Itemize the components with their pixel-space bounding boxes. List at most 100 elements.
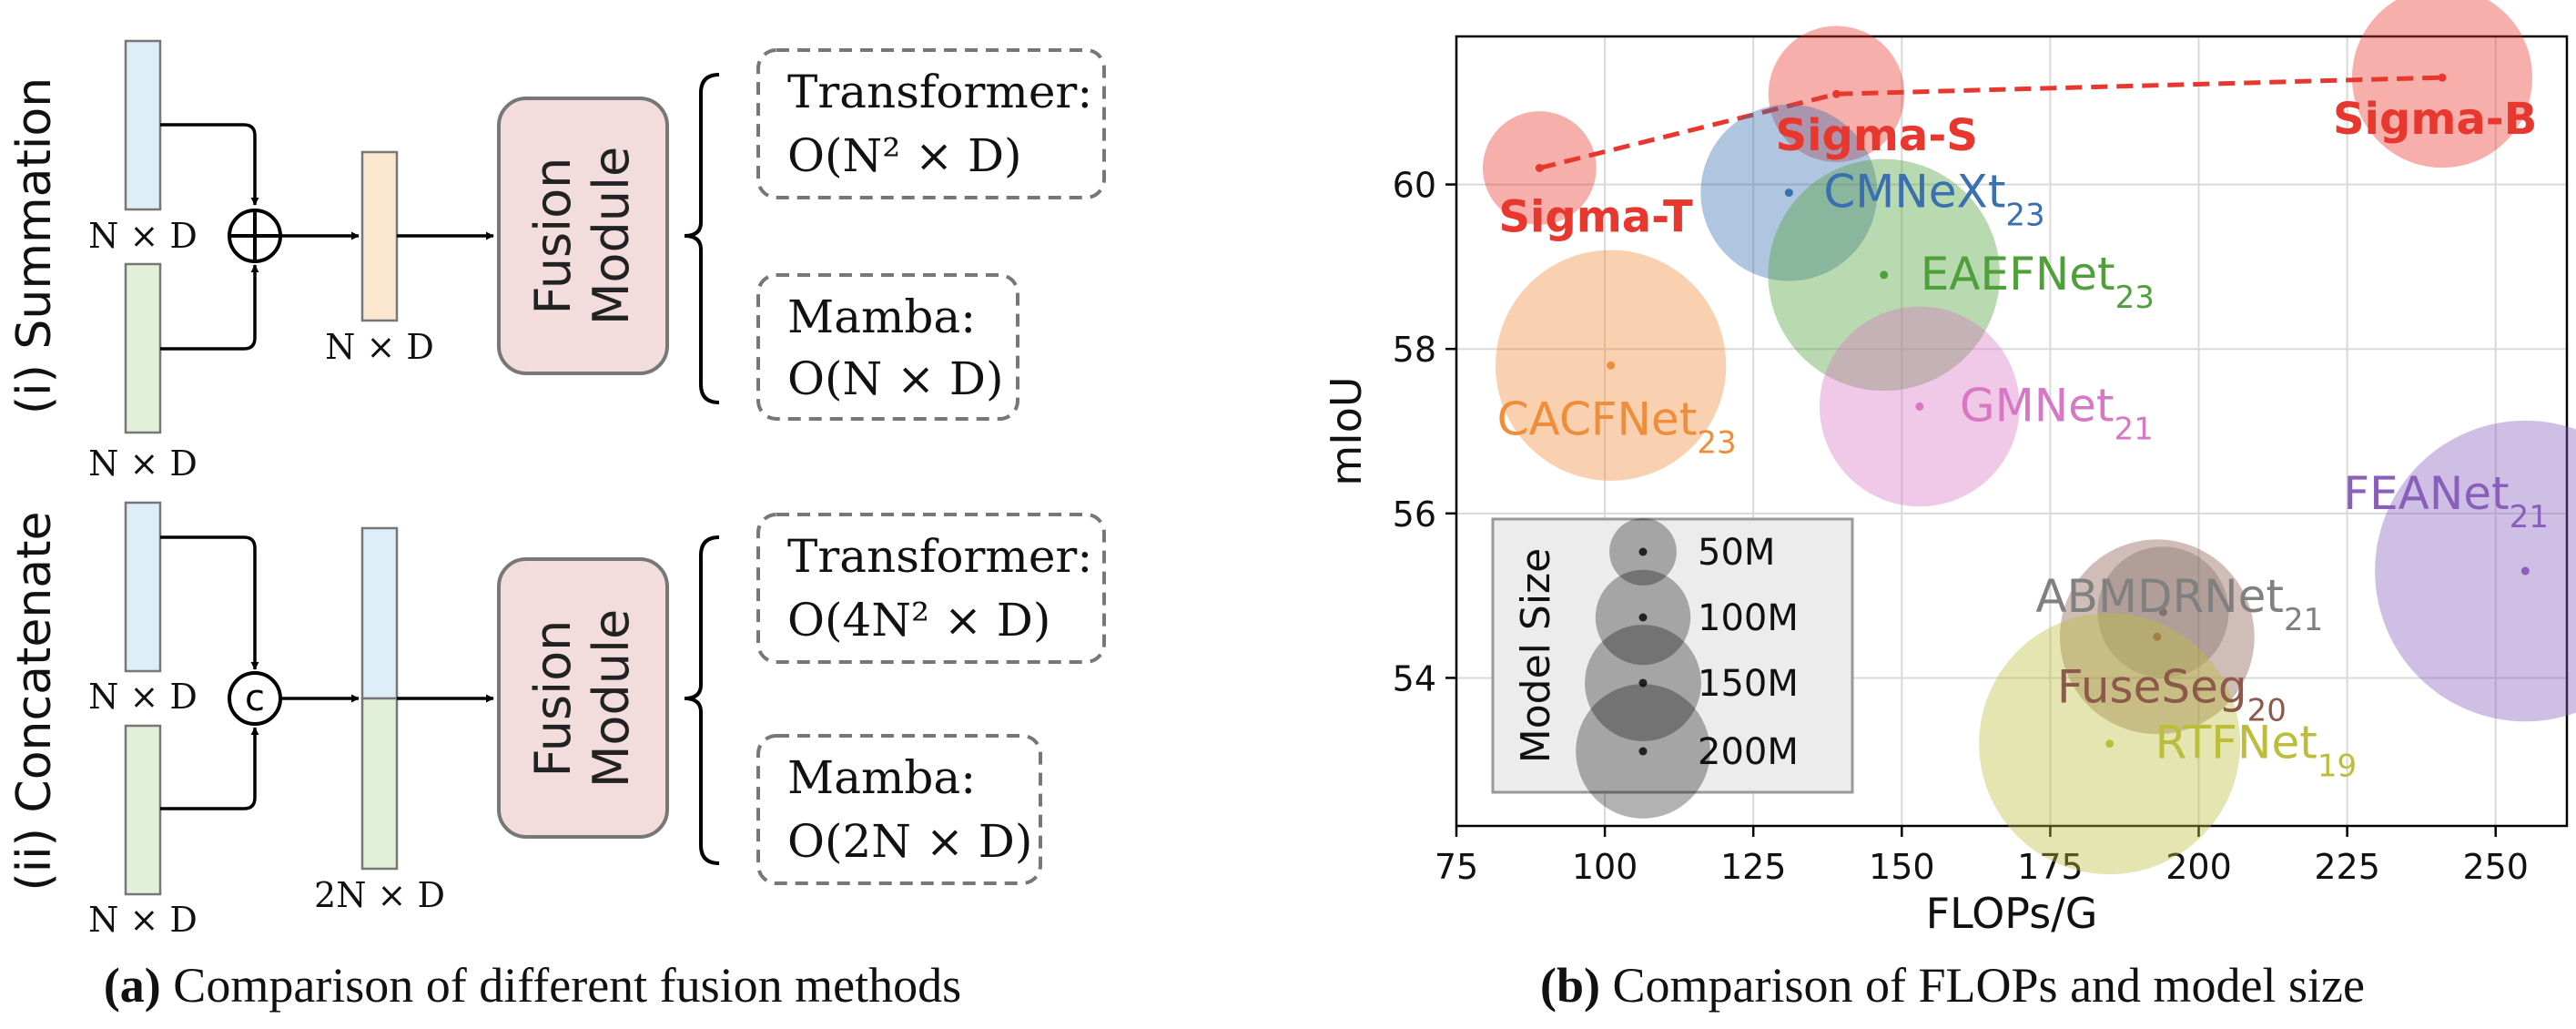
mamba-complexity: O(N × D) xyxy=(787,352,1004,405)
caption-b-label: (b) xyxy=(1540,958,1600,1013)
concat-operator-icon: c xyxy=(228,671,282,726)
fusion-module-line1: Fusion xyxy=(524,158,582,315)
legend: Model Size 50M 100M 150M 200M xyxy=(1491,517,1854,819)
point-label-cmnext: CMNeXt23 xyxy=(1823,166,2044,234)
row-concatenate: (ii) Concatenate N × D N × D c 2N × D Fu… xyxy=(7,501,1106,940)
output-dim: N × D xyxy=(325,327,434,367)
mamba-complexity-box xyxy=(756,273,1019,421)
arrow-top-to-op xyxy=(160,535,259,670)
x-tick-label: 150 xyxy=(1869,847,1935,887)
point-bubble-feanet xyxy=(2375,420,2576,722)
point-center-eaefnet xyxy=(1880,270,1889,280)
point-label-sigma-s: Sigma-S xyxy=(1776,110,1978,161)
x-tick-label: 75 xyxy=(1435,847,1478,887)
transformer-label: Transformer: xyxy=(787,530,1092,583)
point-label-sigma-b: Sigma-B xyxy=(2333,94,2537,145)
fusion-module-box xyxy=(497,97,669,375)
fusion-module-line2: Module xyxy=(583,609,640,788)
point-label-name: Sigma-S xyxy=(1776,110,1978,161)
arrow-top-to-op xyxy=(160,123,259,206)
y-axis-label: mIoU xyxy=(1322,376,1371,485)
mamba-label: Mamba: xyxy=(787,751,976,804)
transformer-complexity-box xyxy=(756,513,1106,664)
input-bottom-dim: N × D xyxy=(88,443,198,484)
point-label-subscript: 23 xyxy=(1697,424,1736,461)
point-label-gmnet: GMNet21 xyxy=(1960,379,2154,447)
point-label-name: CACFNet xyxy=(1497,392,1698,445)
input-feature-top xyxy=(124,501,162,673)
point-label-subscript: 23 xyxy=(2115,280,2155,316)
chart-flops-vs-miou: 75 100 125 150 175 200 225 250 54 56 58 60 Sigma-T S… xyxy=(1322,0,2576,938)
row-summation: (i) Summation N × D N × D N × D Fusion M… xyxy=(7,39,1106,484)
point-center-feanet xyxy=(2520,566,2530,576)
data-points xyxy=(1482,0,2576,875)
fusion-module-box xyxy=(497,557,669,839)
point-center-cacfnet xyxy=(1607,361,1616,370)
point-label-name: FuseSeg xyxy=(2057,660,2247,713)
sigma-trend-line xyxy=(1538,75,2443,170)
point-label-name: GMNet xyxy=(1960,379,2115,432)
point-label-abmdrnet: ABMDRNet21 xyxy=(2035,570,2323,638)
point-label-name: RTFNet xyxy=(2155,717,2317,769)
legend-marker-center xyxy=(1638,678,1648,688)
point-center-rtfnet xyxy=(2105,739,2115,749)
y-tick-label: 58 xyxy=(1393,330,1436,370)
y-tick-label: 54 xyxy=(1393,658,1436,698)
transformer-complexity: O(N² × D) xyxy=(787,129,1022,182)
point-label-subscript: 20 xyxy=(2247,692,2287,728)
x-tick-label: 200 xyxy=(2165,847,2232,887)
point-label-name: Sigma-T xyxy=(1498,192,1693,243)
panel-a: (i) Summation N × D N × D N × D Fusion M… xyxy=(7,39,1106,1013)
caption-b: (b) Comparison of FLOPs and model size xyxy=(1540,958,2365,1013)
x-tick-label: 175 xyxy=(2017,847,2084,887)
caption-a-text: Comparison of different fusion methods xyxy=(161,958,961,1013)
brace-icon xyxy=(684,73,720,404)
mamba-label: Mamba: xyxy=(787,290,976,343)
input-bottom-dim: N × D xyxy=(88,900,198,940)
y-tick-label: 60 xyxy=(1393,166,1436,206)
sum-operator-icon xyxy=(228,209,282,263)
axes: 75 100 125 150 175 200 225 250 54 56 58 60 xyxy=(1393,35,2569,887)
concat-feature-bottom xyxy=(360,697,399,871)
caption-b-text: Comparison of FLOPs and model size xyxy=(1600,958,2365,1013)
legend-title: Model Size xyxy=(1513,548,1559,763)
x-tick-label: 125 xyxy=(1720,847,1787,887)
point-label-subscript: 21 xyxy=(2510,499,2549,535)
point-label-name: FEANet xyxy=(2343,467,2509,520)
concat-symbol: c xyxy=(245,678,265,719)
fusion-module-line1: Fusion xyxy=(524,620,582,778)
transformer-label: Transformer: xyxy=(787,66,1092,118)
point-label-subscript: 21 xyxy=(2284,602,2323,638)
transformer-complexity: O(4N² × D) xyxy=(787,594,1050,647)
output-dim: 2N × D xyxy=(314,875,445,915)
legend-label: 100M xyxy=(1698,597,1799,639)
legend-box xyxy=(1491,517,1854,794)
arrow-bottom-to-op xyxy=(160,264,259,351)
input-feature-bottom xyxy=(124,724,162,896)
point-label-fuseseg: FuseSeg20 xyxy=(2057,660,2287,728)
caption-a-label: (a) xyxy=(104,958,161,1013)
point-label-subscript: 21 xyxy=(2115,411,2154,447)
input-top-dim: N × D xyxy=(88,677,198,717)
x-tick-label: 100 xyxy=(1572,847,1638,887)
point-bubble-sigma-b xyxy=(2352,0,2532,168)
point-label-name: EAEFNet xyxy=(1921,248,2115,301)
row-label-summation: (i) Summation xyxy=(7,77,62,414)
input-feature-bottom xyxy=(124,262,162,434)
point-label-eaefnet: EAEFNet23 xyxy=(1921,248,2155,316)
point-label-rtfnet: RTFNet19 xyxy=(2155,717,2357,785)
mamba-complexity-box xyxy=(756,734,1042,885)
point-label-cacfnet: CACFNet23 xyxy=(1497,392,1737,461)
point-label-subscript: 23 xyxy=(2005,198,2044,234)
transformer-complexity-box xyxy=(756,48,1106,199)
legend-label: 200M xyxy=(1698,731,1799,773)
legend-label: 150M xyxy=(1698,663,1799,705)
mamba-complexity: O(2N × D) xyxy=(787,815,1032,868)
point-center-sigma-t xyxy=(1535,164,1544,172)
point-label-sigma-t: Sigma-T xyxy=(1498,192,1693,243)
input-top-dim: N × D xyxy=(88,216,198,256)
point-label-name: Sigma-B xyxy=(2333,94,2537,145)
point-label-name: CMNeXt xyxy=(1823,166,2005,219)
